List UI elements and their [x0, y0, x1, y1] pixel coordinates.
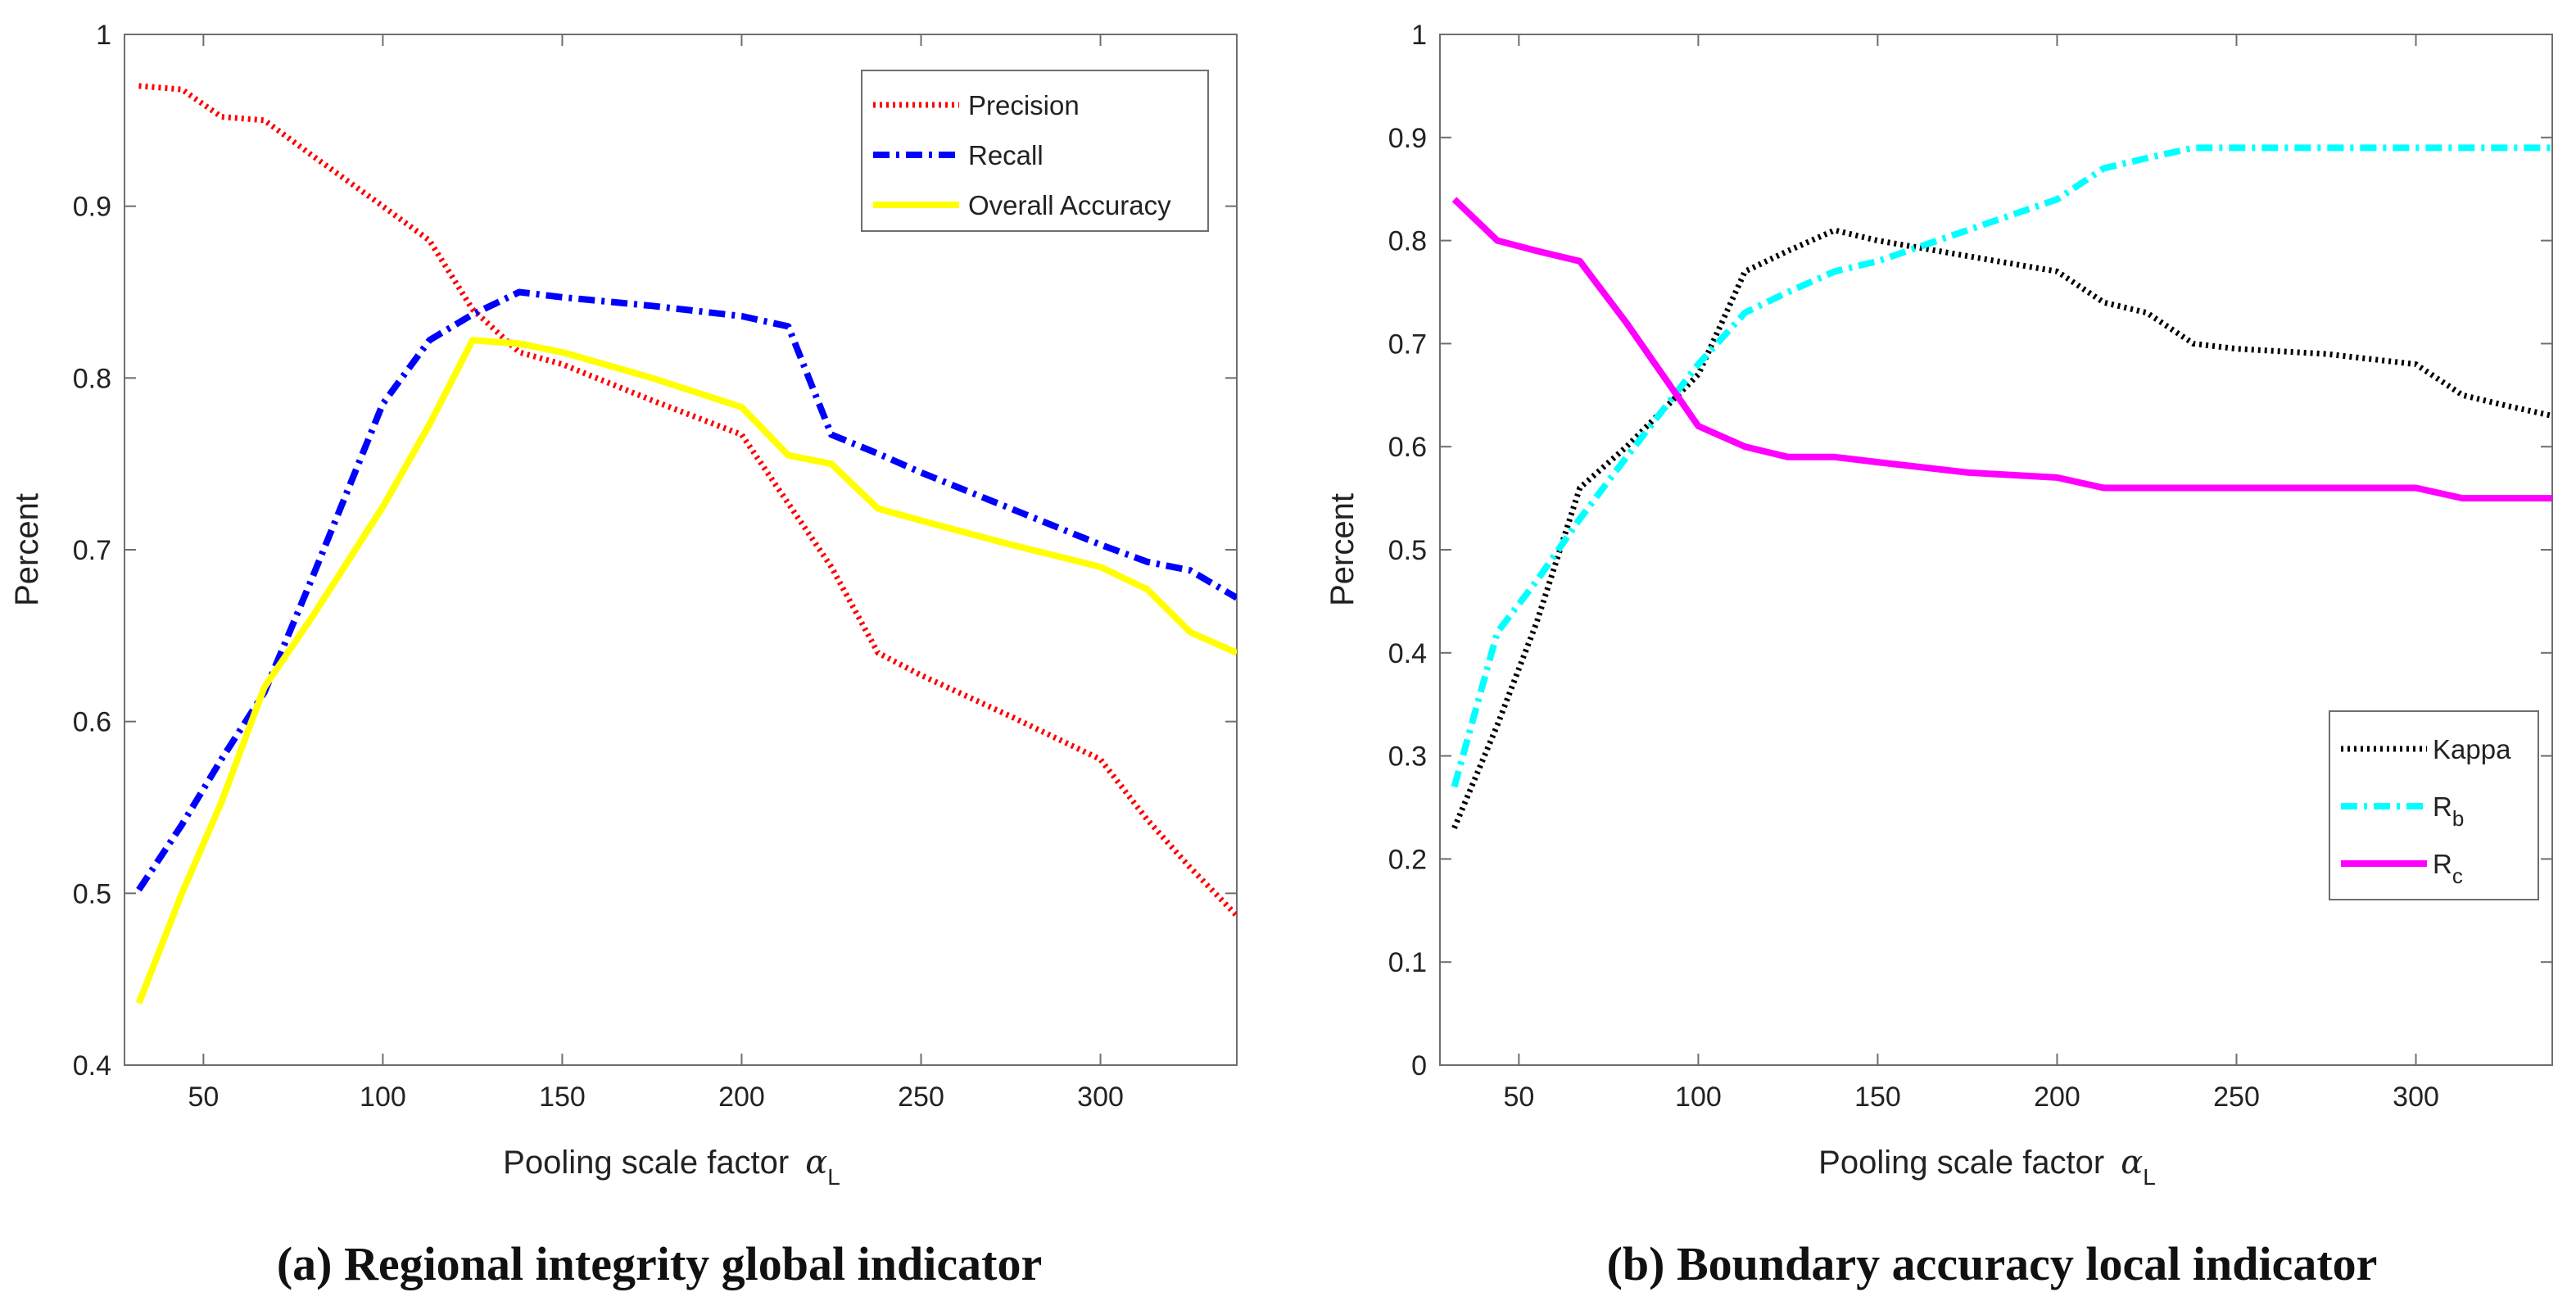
- x-tick-label: 300: [2393, 1081, 2439, 1113]
- x-tick-label: 300: [1077, 1081, 1124, 1113]
- caption-b: (b) Boundary accuracy local indicator: [1607, 1237, 2378, 1290]
- series-line-overall-accuracy: [135, 337, 1237, 1004]
- y-tick-label: 1: [96, 20, 111, 51]
- x-tick-label: 150: [539, 1081, 586, 1113]
- y-tick-label: 0.8: [1388, 226, 1427, 257]
- y-tick-label: 0.5: [1388, 535, 1427, 566]
- legend-label: Overall Accuracy: [968, 190, 1171, 220]
- x-tick-label: 200: [718, 1081, 765, 1113]
- series-line-rc: [1451, 197, 2552, 502]
- plot-area: [1439, 34, 2553, 1066]
- x-tick-label: 250: [898, 1081, 944, 1113]
- y-tick-label: 1: [1411, 20, 1427, 51]
- legend-label: Rc: [2433, 849, 2463, 888]
- axis-ticks: 50 100 150 200 250 300 0.4 0.5 0.6 0.7 0.8 0.9 1: [73, 20, 1237, 1113]
- y-tick-label: 0.4: [73, 1050, 111, 1081]
- x-tick-label: 250: [2213, 1081, 2260, 1113]
- y-tick-label: 0: [1411, 1050, 1427, 1081]
- y-tick-label: 0.9: [73, 192, 111, 223]
- series-lines: [1451, 144, 2552, 830]
- legend-label: Recall: [968, 140, 1044, 170]
- y-tick-label: 0.2: [1388, 844, 1427, 875]
- series-line-precision: [138, 83, 1237, 918]
- x-axis-label: Pooling scale factor αL: [1818, 1144, 2156, 1190]
- panel-regional-integrity: 50 100 150 200 250 300 0.4 0.5 0.6 0.7 0.8 0.9 1 Per…: [9, 20, 1238, 1290]
- series-line-kappa: [1451, 227, 2552, 830]
- x-tick-label: 200: [2034, 1081, 2080, 1113]
- x-tick-label: 150: [1854, 1081, 1901, 1113]
- y-tick-label: 0.7: [73, 535, 111, 566]
- x-tick-label: 100: [360, 1081, 406, 1113]
- y-tick-label: 0.7: [1388, 329, 1427, 360]
- y-tick-label: 0.6: [1388, 432, 1427, 463]
- y-tick-label: 0.3: [1388, 741, 1427, 773]
- y-axis-label: Percent: [9, 493, 45, 606]
- axis-ticks: 50 100 150 200 250 300 0 0.1 0.2 0.3 0.4 0.5 0.6 0.7 0…: [1388, 20, 2552, 1113]
- y-tick-label: 0.6: [73, 707, 111, 738]
- x-tick-label: 100: [1675, 1081, 1722, 1113]
- x-tick-label: 50: [1503, 1081, 1534, 1113]
- y-tick-label: 0.9: [1388, 123, 1427, 154]
- caption-a: (a) Regional integrity global indicator: [277, 1237, 1042, 1290]
- x-axis-label: Pooling scale factor αL: [503, 1144, 840, 1190]
- series-lines: [135, 83, 1237, 1004]
- panel-boundary-accuracy: 50 100 150 200 250 300 0 0.1 0.2 0.3 0.4 0.5 0.6 0.7 0…: [1324, 20, 2553, 1290]
- legend: Precision Recall Overall Accuracy: [861, 70, 1209, 232]
- legend-label: Kappa: [2433, 734, 2511, 764]
- y-axis-label: Percent: [1324, 493, 1360, 606]
- series-line-recall: [136, 288, 1237, 892]
- legend: Kappa Rb Rc: [2329, 710, 2539, 900]
- x-tick-label: 50: [188, 1081, 219, 1113]
- legend-label: Precision: [968, 90, 1080, 120]
- y-tick-label: 0.1: [1388, 947, 1427, 978]
- legend-label: Rb: [2433, 791, 2464, 831]
- y-tick-label: 0.8: [73, 363, 111, 394]
- y-tick-label: 0.4: [1388, 638, 1427, 669]
- y-tick-label: 0.5: [73, 878, 111, 909]
- series-line-rb: [1451, 144, 2552, 788]
